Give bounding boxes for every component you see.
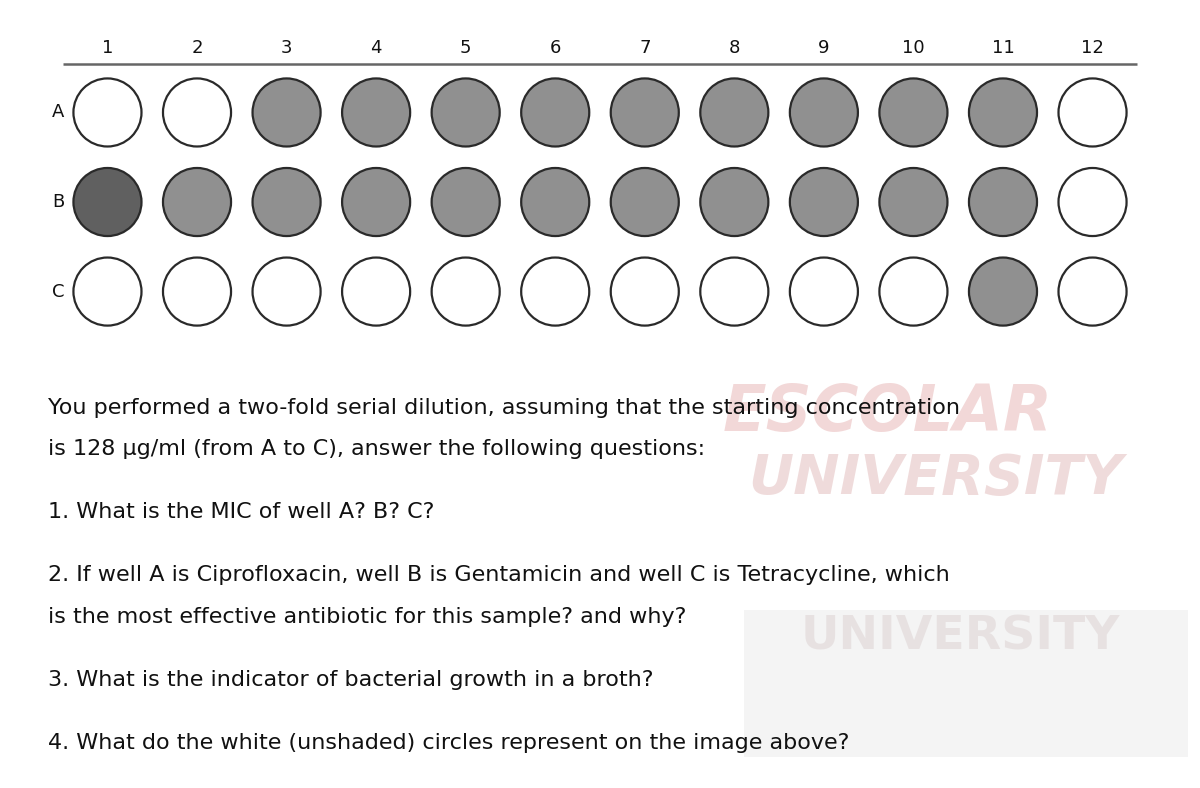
Circle shape bbox=[880, 168, 948, 236]
Text: 4: 4 bbox=[371, 39, 382, 57]
Circle shape bbox=[73, 79, 142, 147]
Circle shape bbox=[968, 79, 1037, 147]
Text: 8: 8 bbox=[728, 39, 740, 57]
Circle shape bbox=[521, 168, 589, 236]
Circle shape bbox=[252, 168, 320, 236]
Text: 12: 12 bbox=[1081, 39, 1104, 57]
Text: 10: 10 bbox=[902, 39, 925, 57]
Circle shape bbox=[432, 168, 499, 236]
Text: 5: 5 bbox=[460, 39, 472, 57]
FancyBboxPatch shape bbox=[744, 610, 1188, 756]
Circle shape bbox=[701, 79, 768, 147]
Text: is the most effective antibiotic for this sample? and why?: is the most effective antibiotic for thi… bbox=[48, 607, 686, 627]
Circle shape bbox=[432, 79, 499, 147]
Circle shape bbox=[701, 168, 768, 236]
Circle shape bbox=[1058, 258, 1127, 325]
Text: 2. If well A is Ciprofloxacin, well B is Gentamicin and well C is Tetracycline, : 2. If well A is Ciprofloxacin, well B is… bbox=[48, 565, 949, 585]
Text: 2: 2 bbox=[191, 39, 203, 57]
Circle shape bbox=[611, 168, 679, 236]
Circle shape bbox=[521, 258, 589, 325]
Circle shape bbox=[790, 79, 858, 147]
Circle shape bbox=[1058, 79, 1127, 147]
Text: 6: 6 bbox=[550, 39, 560, 57]
Text: is 128 μg/ml (from A to C), answer the following questions:: is 128 μg/ml (from A to C), answer the f… bbox=[48, 440, 706, 459]
Text: C: C bbox=[52, 283, 65, 300]
Text: 3: 3 bbox=[281, 39, 293, 57]
Circle shape bbox=[163, 168, 232, 236]
Circle shape bbox=[1058, 168, 1127, 236]
Circle shape bbox=[163, 258, 232, 325]
Text: 4. What do the white (unshaded) circles represent on the image above?: 4. What do the white (unshaded) circles … bbox=[48, 733, 850, 753]
Text: 1. What is the MIC of well A? B? C?: 1. What is the MIC of well A? B? C? bbox=[48, 502, 434, 522]
Circle shape bbox=[880, 258, 948, 325]
Circle shape bbox=[968, 168, 1037, 236]
Text: 3. What is the indicator of bacterial growth in a broth?: 3. What is the indicator of bacterial gr… bbox=[48, 670, 654, 690]
Circle shape bbox=[790, 168, 858, 236]
Circle shape bbox=[163, 79, 232, 147]
Circle shape bbox=[790, 258, 858, 325]
Circle shape bbox=[73, 168, 142, 236]
Circle shape bbox=[252, 79, 320, 147]
Text: ESCOLAR: ESCOLAR bbox=[722, 382, 1054, 444]
Text: You performed a two-fold serial dilution, assuming that the starting concentrati: You performed a two-fold serial dilution… bbox=[48, 398, 960, 418]
Circle shape bbox=[342, 79, 410, 147]
Text: A: A bbox=[52, 103, 65, 121]
Circle shape bbox=[73, 258, 142, 325]
Circle shape bbox=[880, 79, 948, 147]
Circle shape bbox=[611, 79, 679, 147]
Circle shape bbox=[521, 79, 589, 147]
Circle shape bbox=[611, 258, 679, 325]
Text: B: B bbox=[52, 193, 65, 211]
Text: 11: 11 bbox=[991, 39, 1014, 57]
Circle shape bbox=[252, 258, 320, 325]
Circle shape bbox=[342, 168, 410, 236]
Circle shape bbox=[701, 258, 768, 325]
Text: 1: 1 bbox=[102, 39, 113, 57]
Text: 9: 9 bbox=[818, 39, 829, 57]
Circle shape bbox=[432, 258, 499, 325]
Text: 7: 7 bbox=[640, 39, 650, 57]
Circle shape bbox=[342, 258, 410, 325]
Circle shape bbox=[968, 258, 1037, 325]
Text: UNIVERSITY: UNIVERSITY bbox=[800, 615, 1120, 660]
Text: UNIVERSITY: UNIVERSITY bbox=[749, 452, 1123, 506]
